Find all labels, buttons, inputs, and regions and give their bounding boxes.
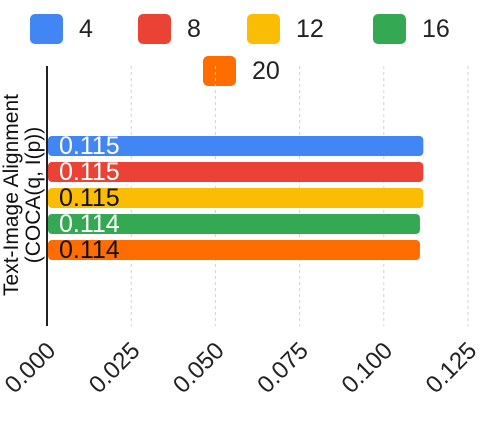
x-tick-label: 0.075	[252, 337, 314, 399]
y-axis-label-line-2: (COCA(q, I(p))	[22, 127, 45, 264]
y-axis-label: Text-Image Alignment (COCA(q, I(p))	[0, 94, 45, 296]
legend-label-8: 8	[187, 15, 201, 43]
legend: 4 8 12 16 20	[30, 14, 450, 86]
legend-swatch-20	[203, 56, 236, 86]
x-axis-ticks: 0.000 0.025 0.050 0.075 0.100 0.125	[0, 337, 482, 399]
data-label-8: 0.115	[59, 158, 120, 186]
bar-12	[48, 188, 424, 208]
bar-4	[48, 136, 424, 156]
bar-16	[48, 214, 420, 234]
data-label-20: 0.114	[59, 236, 120, 264]
x-tick-label: 0.050	[168, 337, 230, 399]
grid	[130, 66, 469, 326]
legend-label-4: 4	[79, 15, 93, 43]
legend-swatch-12	[247, 14, 280, 44]
x-tick-label: 0.025	[84, 337, 146, 399]
bar-8	[48, 162, 424, 182]
data-label-16: 0.114	[59, 210, 120, 238]
data-label-4: 0.115	[59, 132, 120, 160]
legend-swatch-4	[30, 14, 63, 44]
x-tick-label: 0.125	[421, 337, 483, 399]
bar-20	[48, 240, 420, 260]
legend-label-12: 12	[296, 15, 324, 43]
x-tick-label: 0.000	[0, 337, 61, 399]
legend-swatch-16	[373, 14, 406, 44]
data-label-12: 0.115	[59, 184, 120, 212]
x-tick-label: 0.100	[336, 337, 398, 399]
legend-label-16: 16	[422, 15, 450, 43]
legend-swatch-8	[138, 14, 171, 44]
legend-label-20: 20	[252, 57, 280, 85]
y-axis-label-line-1: Text-Image Alignment	[0, 94, 23, 296]
